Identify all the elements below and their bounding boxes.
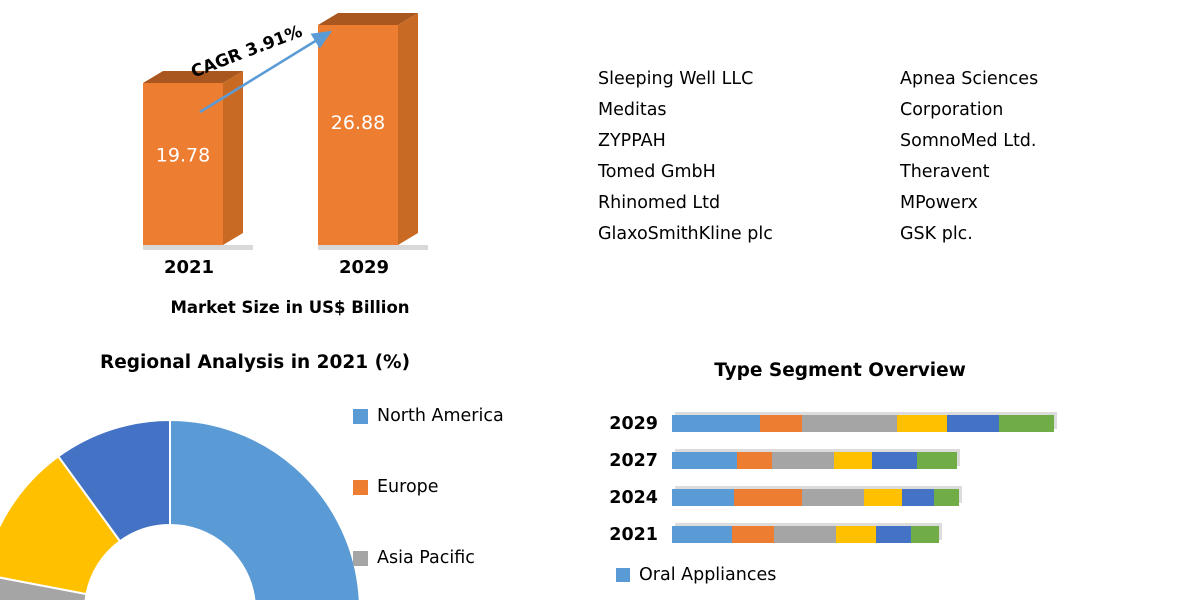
regional-analysis-title: Regional Analysis in 2021 (%) <box>100 352 411 373</box>
stacked-bar-row: 2029 <box>600 405 1080 442</box>
company-name: MPowerx <box>900 193 978 213</box>
segment-unlabeled <box>911 526 939 543</box>
legend-swatch <box>353 479 368 495</box>
cagr-arrow <box>199 30 333 114</box>
bar-top-face <box>318 13 418 25</box>
company-name: Apnea Sciences <box>900 69 1039 89</box>
segment-unlabeled <box>774 526 836 543</box>
stacked-bar-2021 <box>672 526 939 543</box>
company-name: GlaxoSmithKline plc <box>598 224 773 244</box>
segment-unlabeled <box>834 452 872 469</box>
legend-item-europe: Europe <box>353 477 504 497</box>
company-name: SomnoMed Ltd. <box>900 131 1037 151</box>
segment-unlabeled <box>802 489 864 506</box>
year-label: 2029 <box>609 413 658 434</box>
bar-top-face <box>143 71 243 83</box>
bar-chart-svg: 19.78 2021 26.88 2029 <box>143 13 428 278</box>
regional-donut-chart <box>0 418 361 600</box>
legend-swatch <box>353 550 368 566</box>
stacked-bar-row: 2021 <box>600 516 1080 553</box>
segment-oral-appliances <box>672 489 734 506</box>
type-segment-chart: Type Segment Overview 2029 2027 2024 2021 O… <box>600 355 1080 600</box>
bar-2029 <box>318 25 398 245</box>
year-label: 2021 <box>609 524 658 545</box>
legend-swatch <box>616 568 630 582</box>
segment-unlabeled <box>772 452 834 469</box>
legend-label: Europe <box>377 477 439 497</box>
legend-item-asia-pacific: Asia Pacific <box>353 548 504 568</box>
type-segment-title: Type Segment Overview <box>714 360 966 381</box>
bar-chart-axis-title: Market Size in US$ Billion <box>170 298 410 317</box>
bar-category-label: 2021 <box>164 257 214 278</box>
company-name: ZYPPAH <box>598 131 666 151</box>
bar-floor-shadow <box>318 245 428 250</box>
bar-floor-shadow <box>143 245 253 250</box>
pie-slice-asia-pacific <box>0 576 88 600</box>
company-name: Corporation <box>900 100 1004 120</box>
segment-unlabeled <box>872 452 917 469</box>
segment-unlabeled <box>732 526 774 543</box>
key-players-column-1: Sleeping Well LLC Meditas ZYPPAH Tomed GmbH… <box>598 64 900 250</box>
pie-slice-unlabeled <box>56 418 171 543</box>
segment-unlabeled <box>934 489 959 506</box>
year-label: 2027 <box>609 450 658 471</box>
segment-unlabeled <box>737 452 772 469</box>
year-label: 2024 <box>609 487 658 508</box>
segment-unlabeled <box>947 415 999 432</box>
bar-category-label: 2029 <box>339 257 389 278</box>
type-segment-legend: Oral Appliances <box>616 565 776 585</box>
company-name: Rhinomed Ltd <box>598 193 721 213</box>
bar-2021 <box>143 83 223 245</box>
segment-unlabeled <box>760 415 802 432</box>
legend-label: North America <box>377 406 504 426</box>
segment-oral-appliances <box>672 526 732 543</box>
segment-unlabeled <box>897 415 947 432</box>
company-name: Theravent <box>900 162 990 182</box>
segment-unlabeled <box>864 489 902 506</box>
segment-unlabeled <box>999 415 1054 432</box>
bar-side-face <box>223 71 243 245</box>
company-name: GSK plc. <box>900 224 973 244</box>
legend-item-north-america: North America <box>353 406 504 426</box>
segment-unlabeled <box>917 452 957 469</box>
segment-unlabeled <box>802 415 897 432</box>
key-players-list: Sleeping Well LLC Meditas ZYPPAH Tomed GmbH… <box>598 64 1038 250</box>
bar-value-label: 26.88 <box>331 112 385 134</box>
market-size-bar-chart: 19.78 2021 26.88 2029 CAGR 3.91% Market Siz… <box>90 0 490 330</box>
legend-label: Asia Pacific <box>377 548 475 568</box>
company-name: Tomed GmbH <box>598 162 716 182</box>
segment-unlabeled <box>876 526 911 543</box>
segment-unlabeled <box>902 489 934 506</box>
legend-item-oral-appliances: Oral Appliances <box>616 565 776 585</box>
stacked-bar-rows: 2029 2027 2024 2021 <box>600 405 1080 553</box>
pie-slice-north-america <box>169 418 361 600</box>
regional-legend: North America Europe Asia Pacific <box>353 406 504 600</box>
company-name: Meditas <box>598 100 667 120</box>
bar-value-label: 19.78 <box>156 144 210 166</box>
stacked-bar-2029 <box>672 415 1054 432</box>
segment-unlabeled <box>836 526 876 543</box>
legend-label: Oral Appliances <box>639 565 777 585</box>
stacked-bar-2024 <box>672 489 959 506</box>
segment-oral-appliances <box>672 452 737 469</box>
legend-swatch <box>353 408 368 424</box>
bar-side-face <box>398 13 418 245</box>
segment-oral-appliances <box>672 415 760 432</box>
key-players-column-2: Apnea Sciences Corporation SomnoMed Ltd. Th… <box>900 64 1038 250</box>
segment-unlabeled <box>734 489 802 506</box>
stacked-bar-2027 <box>672 452 957 469</box>
company-name: Sleeping Well LLC <box>598 69 754 89</box>
stacked-bar-row: 2027 <box>600 442 1080 479</box>
stacked-bar-row: 2024 <box>600 479 1080 516</box>
